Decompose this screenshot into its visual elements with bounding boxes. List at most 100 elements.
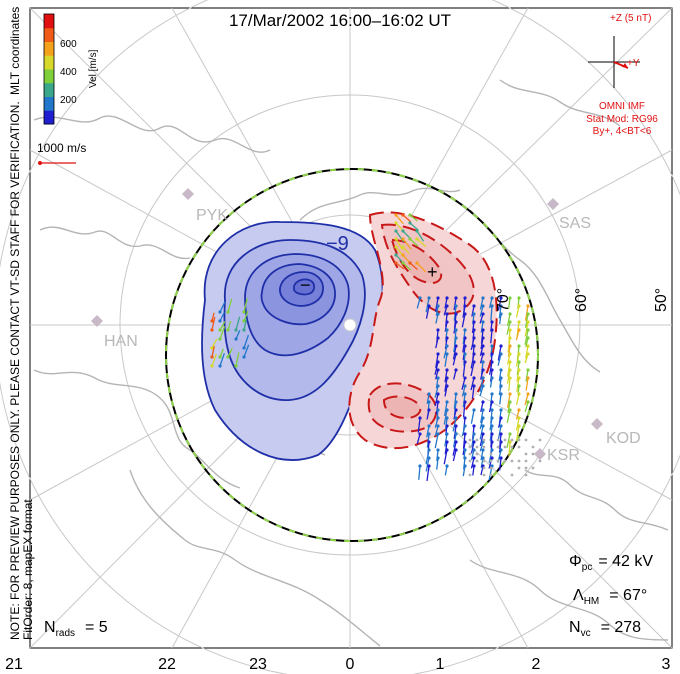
velocity-vector-origin	[472, 448, 476, 452]
velocity-vector	[235, 316, 241, 331]
low-velocity-dot	[524, 438, 528, 442]
velocity-vector-origin	[526, 392, 530, 396]
velocity-vector-origin	[517, 304, 521, 308]
velocity-vector	[243, 319, 247, 331]
velocity-vector	[515, 353, 520, 367]
velocity-vector-origin	[490, 400, 494, 404]
dawn-cell	[348, 211, 498, 450]
station-label-sas: SAS	[559, 215, 591, 232]
velocity-vector	[417, 417, 421, 433]
velocity-vector	[436, 457, 439, 470]
velocity-vector	[211, 345, 215, 358]
low-velocity-dot	[482, 445, 486, 449]
low-velocity-dot	[475, 445, 479, 449]
velocity-vector-origin	[481, 328, 485, 332]
vector-scale-arrow	[38, 161, 76, 165]
velocity-vector-origin	[242, 328, 246, 332]
low-velocity-dot	[468, 459, 472, 463]
velocity-vector-origin	[472, 424, 476, 428]
velocity-vector-origin	[463, 416, 467, 420]
velocity-vector-origin	[472, 384, 476, 388]
velocity-vector-origin	[517, 352, 521, 356]
velocity-vector-origin	[499, 296, 503, 300]
velocity-vector	[490, 305, 493, 321]
velocity-vector	[434, 297, 439, 312]
velocity-vector-origin	[508, 432, 512, 436]
velocity-vector	[479, 305, 484, 317]
velocity-vector-origin	[394, 213, 398, 217]
velocity-vector-origin	[394, 221, 398, 225]
velocity-vector-origin	[436, 424, 440, 428]
velocity-vector-origin	[242, 319, 246, 323]
velocity-vector	[480, 409, 484, 424]
velocity-vector-origin	[490, 344, 494, 348]
velocity-vector-origin	[490, 456, 494, 460]
velocity-vector	[395, 262, 405, 270]
velocity-vector	[508, 377, 511, 392]
low-velocity-dot	[468, 438, 472, 442]
mlt-label-3: 3	[662, 656, 671, 673]
imf-source: OMNI IMF	[599, 101, 645, 112]
velocity-vector-origin	[508, 376, 512, 380]
velocity-vector	[452, 449, 457, 462]
low-velocity-dot	[496, 445, 500, 449]
velocity-vector	[462, 305, 466, 318]
velocity-vector	[479, 345, 484, 356]
velocity-vector	[506, 313, 511, 327]
color-tick-600: 600	[60, 39, 77, 50]
low-velocity-dot	[468, 452, 472, 456]
velocity-vector-origin	[499, 424, 503, 428]
velocity-vector	[470, 449, 475, 461]
velocity-vector-origin	[218, 319, 222, 323]
velocity-vector	[435, 401, 439, 415]
velocity-vector-origin	[508, 312, 512, 316]
velocity-vector-origin	[401, 213, 405, 217]
velocity-vector-origin	[454, 312, 458, 316]
velocity-vector-origin	[517, 360, 521, 364]
low-velocity-dot	[524, 473, 528, 477]
velocity-vector-origin	[517, 424, 521, 428]
low-velocity-dot	[510, 473, 514, 477]
velocity-vector-origin	[490, 448, 494, 452]
velocity-vector-origin	[445, 432, 449, 436]
velocity-vector-origin	[454, 368, 458, 372]
velocity-vector	[426, 409, 430, 420]
velocity-vector	[524, 401, 529, 413]
velocity-vector-origin	[508, 440, 512, 444]
color-tick-200: 200	[60, 95, 77, 106]
velocity-vector-origin	[445, 312, 449, 316]
velocity-vector-origin	[454, 448, 458, 452]
low-velocity-dot	[510, 459, 514, 463]
low-velocity-dot	[489, 473, 493, 477]
dawn-max-marker: +	[427, 262, 438, 282]
station-label-kod: KOD	[606, 430, 641, 447]
velocity-vector-origin	[427, 400, 431, 404]
velocity-vector	[470, 457, 475, 469]
velocity-vector	[462, 393, 466, 408]
velocity-vector	[435, 369, 439, 380]
velocity-vector-origin	[226, 310, 230, 314]
velocity-vector	[434, 417, 439, 428]
velocity-vector	[211, 338, 218, 349]
velocity-vector	[515, 417, 520, 431]
velocity-vector-origin	[472, 432, 476, 436]
velocity-vector	[480, 361, 484, 375]
velocity-vector-origin	[218, 337, 222, 341]
velocity-vector-origin	[526, 320, 530, 324]
velocity-vector-origin	[508, 320, 512, 324]
velocity-vector-origin	[427, 424, 431, 428]
velocity-vector-origin	[499, 312, 503, 316]
velocity-vector-origin	[490, 360, 494, 364]
color-scale-label: Vel [m/s]	[88, 49, 99, 88]
velocity-vector	[480, 401, 484, 413]
velocity-vector-origin	[445, 296, 449, 300]
low-velocity-dot	[531, 452, 535, 456]
velocity-vector-origin	[481, 296, 485, 300]
velocity-vector	[409, 222, 419, 231]
velocity-vector	[219, 301, 226, 313]
velocity-vector	[497, 425, 502, 440]
velocity-vector-origin	[445, 336, 449, 340]
velocity-vector	[402, 214, 411, 223]
velocity-vector	[444, 337, 448, 349]
velocity-vector-origin	[526, 376, 530, 380]
